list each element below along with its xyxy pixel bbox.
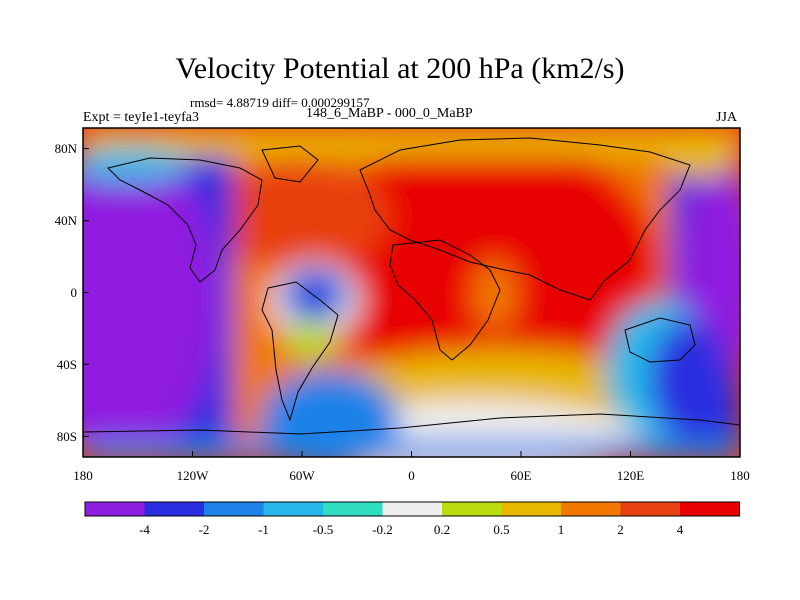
y-tick-label: 80N: [55, 141, 78, 156]
stats-label: rmsd= 4.88719 diff= 0.000299157: [190, 95, 370, 110]
x-tick-label: 60E: [511, 468, 532, 483]
colorbar-label: -0.5: [313, 522, 334, 537]
y-tick-label: 0: [71, 285, 78, 300]
x-tick-label: 60W: [289, 468, 315, 483]
x-tick-label: 180: [730, 468, 750, 483]
period-label: 148_6_MaBP - 000_0_MaBP: [306, 106, 473, 121]
north-america-outline: [107, 157, 263, 283]
colorbar-label: 1: [558, 522, 565, 537]
africa-outline: [389, 239, 501, 361]
x-tick-label: 0: [408, 468, 415, 483]
colorbar-swatch: [561, 502, 621, 516]
y-tick-label: 40S: [57, 357, 77, 372]
colorbar-label: 0.5: [493, 522, 509, 537]
south-america-outline: [261, 281, 339, 422]
colorbar-label: 2: [617, 522, 624, 537]
coastlines: [83, 137, 740, 435]
y-tick-label: 40N: [55, 213, 78, 228]
colorbar-swatch: [382, 502, 442, 516]
y-axis: 80N 40N 0 40S 80S: [55, 141, 89, 444]
x-axis: 180 120W 60W 0 60E 120E 180: [73, 451, 750, 483]
colorbar-swatch: [680, 502, 740, 516]
colorbar-label: -2: [199, 522, 210, 537]
colorbar-swatch: [144, 502, 204, 516]
colorbar-frame: [84, 501, 740, 517]
x-tick-label: 120W: [177, 468, 210, 483]
season-label: JJA: [716, 110, 738, 125]
x-tick-label: 120E: [617, 468, 645, 483]
colorbar-swatch: [263, 502, 323, 516]
chart-title: Velocity Potential at 200 hPa (km2/s): [175, 52, 625, 85]
greenland-outline: [261, 145, 319, 183]
colorbar-swatch: [501, 502, 561, 516]
eurasia-outline: [359, 137, 691, 301]
colorbar-swatch: [85, 502, 145, 516]
colorbar-label: -0.2: [372, 522, 393, 537]
x-tick-label: 180: [73, 468, 93, 483]
australia-outline: [624, 317, 696, 363]
colorbar: -4 -2 -1 -0.5 -0.2 0.2 0.5 1 2 4: [84, 501, 740, 537]
colorbar-label: -4: [139, 522, 150, 537]
colorbar-label: 4: [677, 522, 684, 537]
colorbar-swatch: [442, 502, 502, 516]
colorbar-label: 0.2: [434, 522, 450, 537]
experiment-label: Expt = teyIe1-teyfa3: [83, 110, 199, 125]
field-fill: [83, 128, 740, 457]
colorbar-swatch: [204, 502, 264, 516]
y-tick-label: 80S: [57, 429, 77, 444]
colorbar-swatch: [620, 502, 680, 516]
colorbar-swatch: [323, 502, 383, 516]
antarctica-outline: [83, 413, 740, 435]
colorbar-label: -1: [258, 522, 269, 537]
